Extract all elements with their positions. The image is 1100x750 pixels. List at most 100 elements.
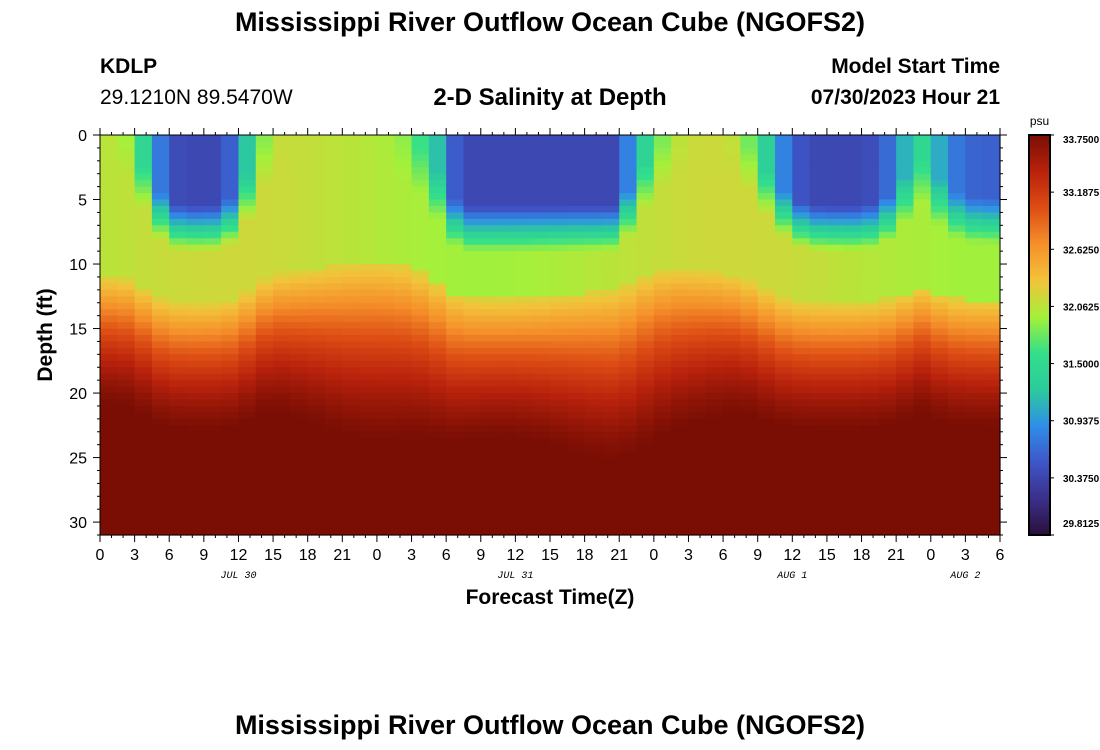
heatmap-cell [532, 296, 551, 304]
heatmap-cell [532, 147, 551, 155]
y-tick-label: 5 [78, 193, 87, 210]
heatmap-cell [965, 412, 984, 420]
heatmap-cell [463, 470, 482, 478]
heatmap-cell [653, 289, 672, 297]
heatmap-cell [325, 173, 343, 181]
heatmap-cell [567, 476, 586, 484]
heatmap-cell [861, 380, 880, 388]
heatmap-cell [359, 257, 378, 265]
heatmap-cell [117, 167, 136, 175]
heatmap-cell [117, 522, 136, 530]
heatmap-cell [428, 354, 447, 362]
heatmap-cell [705, 438, 724, 446]
heatmap-cell [550, 264, 568, 272]
heatmap-cell [290, 373, 309, 381]
y-tick-label: 25 [69, 451, 87, 468]
heatmap-cell [757, 418, 776, 426]
heatmap-cell [394, 412, 413, 420]
heatmap-cell [342, 425, 361, 433]
heatmap-cell [896, 257, 915, 265]
heatmap-cell [965, 205, 984, 214]
heatmap-cell [428, 238, 447, 246]
heatmap-cell [446, 360, 465, 368]
heatmap-cell [100, 309, 118, 317]
heatmap-cell [878, 509, 897, 517]
heatmap-cell [532, 405, 551, 414]
heatmap-cell [480, 296, 499, 304]
heatmap-cell [238, 199, 257, 207]
heatmap-cell [619, 405, 638, 414]
heatmap-cell [221, 199, 240, 207]
heatmap-cell [359, 393, 378, 401]
heatmap-cell [290, 438, 309, 446]
heatmap-cell [844, 135, 863, 143]
heatmap-cell [255, 483, 274, 491]
heatmap-cell [809, 302, 828, 310]
heatmap-cell [584, 399, 603, 407]
heatmap-cell [394, 483, 413, 491]
heatmap-cell [273, 328, 291, 336]
heatmap-cell [948, 470, 966, 478]
heatmap-cell [826, 502, 845, 510]
heatmap-cell [948, 180, 966, 188]
heatmap-cell [930, 147, 949, 155]
heatmap-cell [636, 205, 655, 214]
heatmap-cell [307, 251, 326, 259]
heatmap-cell [342, 509, 361, 517]
heatmap-cell [203, 399, 222, 407]
heatmap-cell [740, 457, 759, 465]
heatmap-cell [498, 193, 516, 201]
heatmap-cell [792, 238, 811, 246]
heatmap-cell [930, 231, 949, 239]
heatmap-cell [653, 270, 672, 278]
heatmap-cell [498, 302, 516, 310]
heatmap-cell [775, 386, 793, 394]
heatmap-cell [100, 483, 118, 491]
heatmap-cell [325, 360, 343, 368]
heatmap-cell [619, 457, 638, 465]
heatmap-cell [601, 231, 620, 239]
heatmap-cell [757, 328, 776, 336]
heatmap-cell [532, 418, 551, 426]
heatmap-cell [550, 483, 568, 491]
heatmap-cell [550, 412, 568, 420]
heatmap-cell [325, 309, 343, 317]
heatmap-cell [653, 509, 672, 517]
heatmap-cell [809, 444, 828, 452]
heatmap-cell [740, 276, 759, 284]
heatmap-cell [619, 386, 638, 394]
heatmap-cell [671, 225, 690, 233]
heatmap-cell [671, 302, 690, 310]
heatmap-cell [705, 464, 724, 472]
heatmap-cell [757, 373, 776, 381]
heatmap-cell [376, 193, 395, 201]
heatmap-cell [619, 180, 638, 188]
heatmap-cell [567, 438, 586, 446]
heatmap-cell [844, 431, 863, 439]
heatmap-cell [238, 412, 257, 420]
heatmap-cell [515, 509, 534, 517]
heatmap-cell [567, 276, 586, 284]
heatmap-cell [809, 193, 828, 201]
heatmap-cell [723, 257, 741, 265]
heatmap-cell [653, 135, 672, 143]
heatmap-cell [203, 212, 222, 220]
heatmap-cell [394, 489, 413, 497]
heatmap-cell [740, 405, 759, 414]
heatmap-cell [532, 457, 551, 465]
heatmap-cell [930, 251, 949, 259]
heatmap-cell [463, 489, 482, 497]
heatmap-cell [186, 367, 205, 375]
heatmap-cell [878, 464, 897, 472]
heatmap-cell [151, 489, 170, 497]
heatmap-cell [255, 354, 274, 362]
heatmap-cell [238, 502, 257, 510]
heatmap-cell [896, 509, 915, 517]
heatmap-cell [463, 322, 482, 330]
heatmap-cell [688, 309, 707, 317]
heatmap-cell [757, 354, 776, 362]
heatmap-cell [948, 147, 966, 155]
heatmap-cell [930, 180, 949, 188]
heatmap-cell [273, 238, 291, 246]
heatmap-cell [428, 328, 447, 336]
